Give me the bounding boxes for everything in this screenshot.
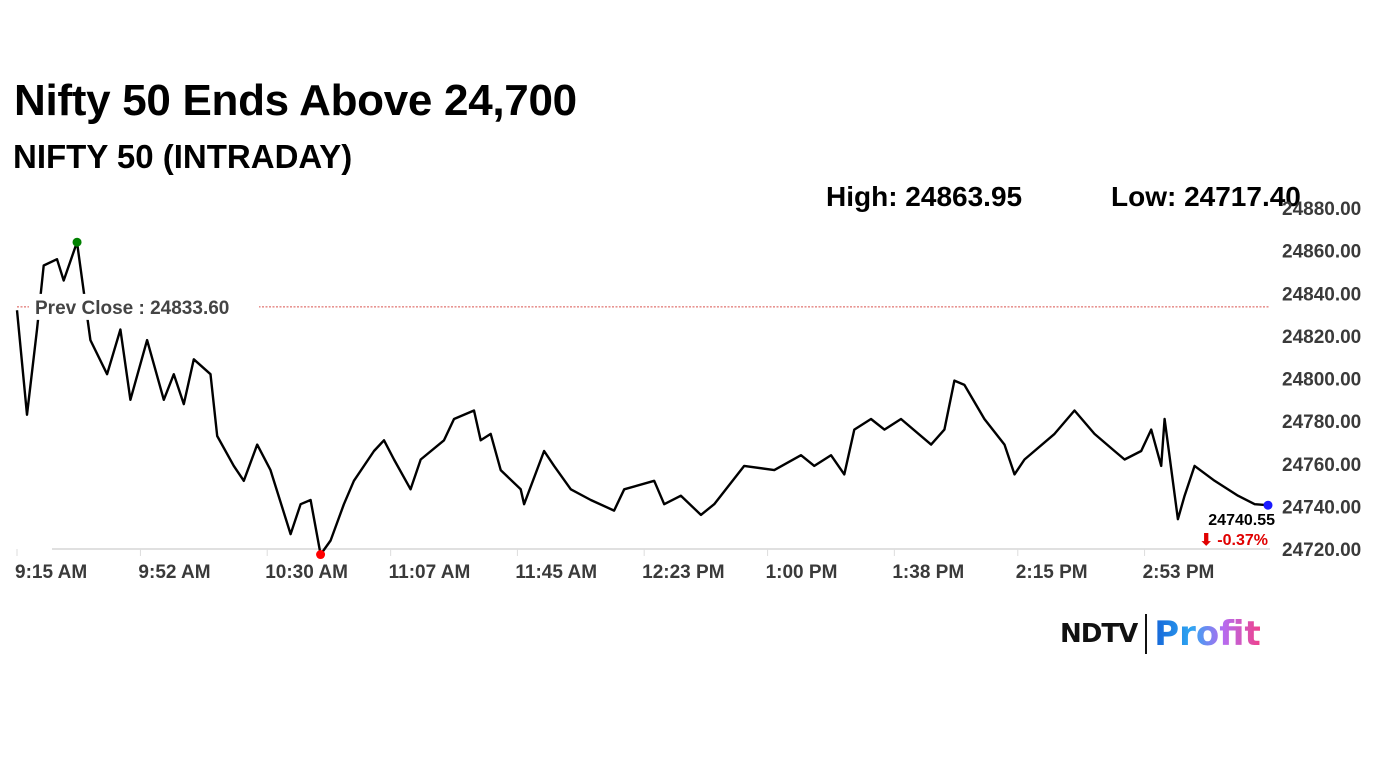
last-price-label: 24740.55 [1208,512,1275,529]
y-tick-label: 24800.00 [1282,370,1361,391]
logo-profit: Profit [1154,614,1261,654]
y-tick-label: 24840.00 [1282,284,1361,305]
x-tick-label: 2:15 PM [1016,562,1088,583]
logo-divider [1145,614,1148,654]
last-price-marker [1263,500,1273,510]
page-title: Nifty 50 Ends Above 24,700 [14,76,577,125]
x-tick-label: 9:52 AM [138,562,210,583]
y-tick-label: 24720.00 [1282,540,1361,561]
y-tick-label: 24880.00 [1282,199,1361,220]
x-tick-label: 1:38 PM [892,562,964,583]
x-tick-label: 2:53 PM [1143,562,1215,583]
y-tick-label: 24760.00 [1282,455,1361,476]
high-value: High: 24863.95 [826,181,1023,212]
high-marker [72,237,82,247]
x-tick-label: 10:30 AM [265,562,348,583]
x-tick-label: 11:07 AM [389,562,471,583]
logo-ndtv: NDTV [1060,619,1138,649]
low-value: Low: 24717.40 [1111,181,1301,212]
y-tick-label: 24860.00 [1282,242,1361,263]
x-tick-label: 11:45 AM [515,562,597,583]
x-tick-label: 12:23 PM [642,562,724,583]
y-tick-label: 24780.00 [1282,412,1361,433]
y-tick-label: 24820.00 [1282,327,1361,348]
ndtv-profit-logo: NDTV Profit [1060,612,1261,656]
change-percent: ⬇ -0.37% [1199,532,1268,549]
prev-close-label: Prev Close : 24833.60 [35,298,229,319]
chart-subtitle: NIFTY 50 (INTRADAY) [13,138,353,175]
x-tick-label: 1:00 PM [766,562,838,583]
price-line [15,240,1269,556]
prev-close-label-bg [29,293,259,320]
x-tick-label: 9:15 AM [15,562,87,583]
low-marker [316,550,326,560]
y-tick-label: 24740.00 [1282,497,1361,518]
